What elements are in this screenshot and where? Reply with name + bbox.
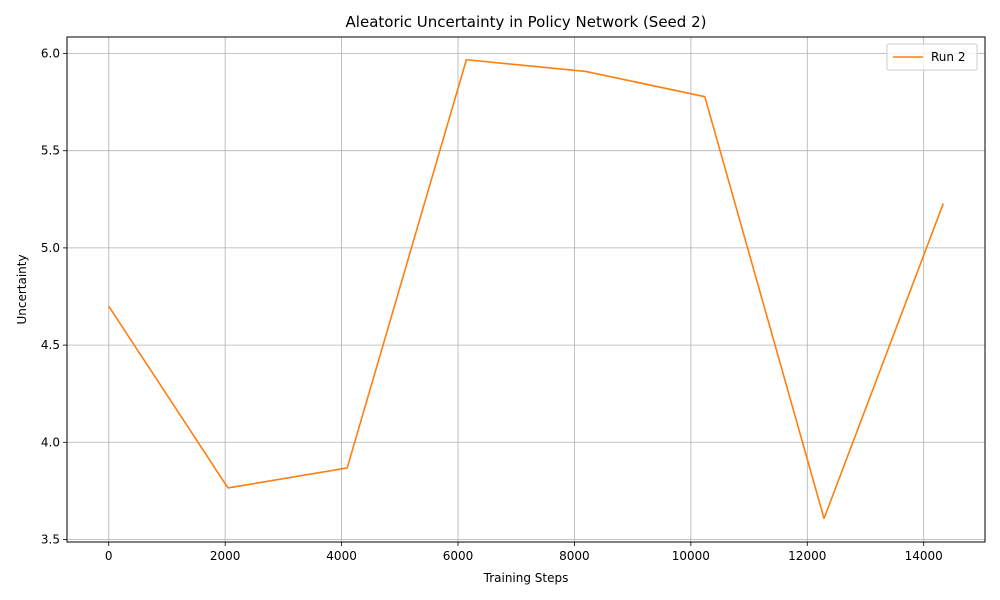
axis-ticks: 0 2000 4000 6000 8000 10000 12000 14000 3.5 4.0 4.… bbox=[41, 47, 943, 563]
x-axis-label: Training Steps bbox=[483, 571, 569, 585]
y-axis-label: Uncertainty bbox=[15, 254, 29, 324]
y-tick-label: 6.0 bbox=[41, 47, 60, 61]
x-tick-label: 4000 bbox=[326, 549, 357, 563]
x-tick-label: 8000 bbox=[559, 549, 590, 563]
y-tick-label: 4.0 bbox=[41, 435, 60, 449]
y-tick-label: 4.5 bbox=[41, 338, 60, 352]
legend-box bbox=[886, 43, 978, 71]
y-tick-label: 3.5 bbox=[41, 532, 60, 546]
y-tick-label: 5.0 bbox=[41, 241, 60, 255]
chart-title: Aleatoric Uncertainty in Policy Network … bbox=[346, 13, 707, 31]
plot-frame bbox=[66, 36, 986, 543]
series-line bbox=[108, 58, 945, 520]
legend-label: Run 2 bbox=[931, 50, 965, 64]
series-layer bbox=[108, 58, 945, 520]
x-tick-label: 2000 bbox=[210, 549, 241, 563]
x-tick-label: 12000 bbox=[788, 549, 826, 563]
y-tick-label: 5.5 bbox=[41, 144, 60, 158]
legend: Run 2 bbox=[886, 43, 978, 71]
x-tick-label: 0 bbox=[105, 549, 113, 563]
x-tick-label: 10000 bbox=[672, 549, 710, 563]
x-tick-label: 14000 bbox=[905, 549, 943, 563]
x-tick-label: 6000 bbox=[443, 549, 474, 563]
grid bbox=[67, 37, 985, 542]
